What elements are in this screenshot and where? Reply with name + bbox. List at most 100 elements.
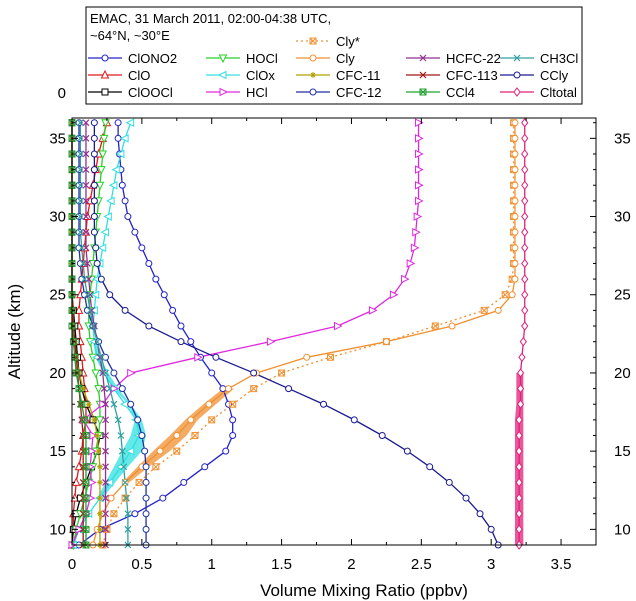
legend-marker-cloocl — [101, 88, 109, 96]
clono2-point — [159, 494, 167, 502]
ccly-point — [145, 322, 153, 330]
ch3cl-point — [76, 213, 84, 220]
legend-marker-cltotal — [513, 87, 521, 97]
ch3cl-line — [79, 122, 129, 545]
clox-point — [119, 399, 129, 409]
cly-point — [511, 150, 519, 158]
cly-point — [382, 338, 390, 346]
legend-marker-hcfc-22 — [419, 54, 427, 62]
ccly-point — [90, 150, 98, 158]
clono2-point — [229, 416, 237, 424]
ch3cl-point — [102, 369, 109, 377]
cly-star-point — [250, 385, 258, 393]
y-tick-label-right: 20 — [614, 365, 631, 382]
ch3cl-point — [76, 197, 84, 205]
ccl4-point — [82, 494, 90, 502]
hocl-point — [98, 150, 108, 160]
clo-point — [74, 461, 84, 471]
ccly-point — [90, 166, 98, 174]
legend-marker-cly-star — [309, 37, 317, 45]
cly-point — [511, 181, 519, 189]
ccly-point — [476, 510, 484, 518]
legend-label-hcfc-22: HCFC-22 — [446, 51, 501, 66]
cfc-12-point — [75, 119, 83, 127]
hcfc-22-point — [82, 213, 90, 220]
hcl-point — [389, 290, 399, 300]
cfc-12-point — [75, 181, 83, 189]
clo-line — [71, 122, 108, 546]
ccl4-point — [82, 447, 90, 455]
y-tick-label-right: 15 — [614, 443, 631, 460]
hcl-point — [401, 274, 410, 284]
ccly-point — [285, 385, 293, 393]
legend-marker-cfc-11 — [310, 72, 316, 78]
cfc-11-point — [94, 432, 101, 439]
cfc-11-point — [96, 479, 103, 486]
y-axis-label: Altitude (km) — [5, 284, 24, 379]
cly-star-point — [278, 369, 286, 377]
hcl-point — [415, 149, 424, 159]
ccly-point — [403, 447, 411, 455]
legend-marker-ccl4 — [419, 88, 427, 96]
ccl4-point — [82, 510, 90, 518]
clox-point — [103, 212, 112, 221]
cltotal-point — [515, 461, 523, 472]
cly-point — [511, 166, 519, 174]
ccly-point — [97, 275, 105, 283]
ch3cl-point — [79, 260, 87, 267]
clox-point — [100, 227, 110, 237]
cltotal-point — [521, 180, 529, 191]
cltotal-point — [521, 305, 529, 316]
clono2-point — [160, 291, 168, 299]
y-tick-label-right: 10 — [614, 521, 631, 538]
clono2-line — [78, 122, 234, 546]
ch3cl-point — [106, 385, 114, 393]
hcfc-22-point — [102, 525, 109, 533]
cltotal-point — [521, 258, 529, 269]
legend-marker-cfc-12 — [309, 88, 317, 96]
x-axis-label: Volume Mixing Ratio (ppbv) — [260, 581, 468, 600]
cly-point — [511, 275, 519, 283]
hcfc-22-point — [82, 134, 90, 142]
legend-label-clo: ClO — [128, 68, 150, 83]
ccly-point — [350, 416, 358, 424]
ch3cl-point — [114, 416, 122, 424]
legend-marker-ccly — [513, 71, 521, 79]
ch3cl-point — [76, 228, 84, 236]
cly-star-point — [431, 322, 439, 330]
ccly-point — [106, 291, 114, 299]
y-tick-label-left: 20 — [49, 365, 66, 382]
legend-marker-ch3cl — [513, 54, 521, 62]
cly-line — [92, 122, 516, 546]
cfc-12-point — [142, 494, 150, 502]
cfc-11-point — [91, 416, 98, 423]
cly-star-point — [121, 494, 129, 502]
cfc-12-point — [102, 353, 110, 361]
cltotal-point — [521, 289, 529, 300]
ccly-point — [121, 306, 129, 314]
cly-point — [187, 416, 195, 424]
hcl-point — [415, 118, 424, 128]
hcfc-22-point — [82, 197, 90, 205]
hcl-point — [412, 227, 421, 237]
hcl-point — [415, 134, 424, 143]
cly-point — [225, 385, 233, 393]
cfc-12-point — [75, 197, 83, 205]
ccly-point — [212, 353, 220, 361]
cly-star-point — [110, 510, 118, 518]
clono2-point — [222, 447, 230, 455]
hcl-line — [71, 122, 420, 546]
clono2-point — [180, 478, 188, 486]
cly-star-point — [327, 353, 335, 361]
hcl-point — [415, 165, 424, 174]
cfc-11-point — [85, 401, 92, 408]
legend-label-cfc-113: CFC-113 — [446, 68, 498, 83]
ccly-point — [462, 494, 470, 502]
y-extra-tick-label: 0 — [58, 85, 66, 102]
legend-marker-clono2 — [101, 54, 109, 62]
cltotal-line — [518, 122, 526, 545]
clox-point — [125, 446, 135, 456]
hocl-point — [101, 119, 110, 128]
hcfc-22-point — [82, 150, 90, 158]
